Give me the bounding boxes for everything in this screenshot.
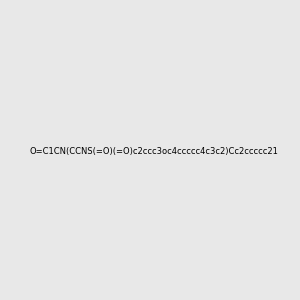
- Text: O=C1CN(CCNS(=O)(=O)c2ccc3oc4ccccc4c3c2)Cc2ccccc21: O=C1CN(CCNS(=O)(=O)c2ccc3oc4ccccc4c3c2)C…: [29, 147, 278, 156]
